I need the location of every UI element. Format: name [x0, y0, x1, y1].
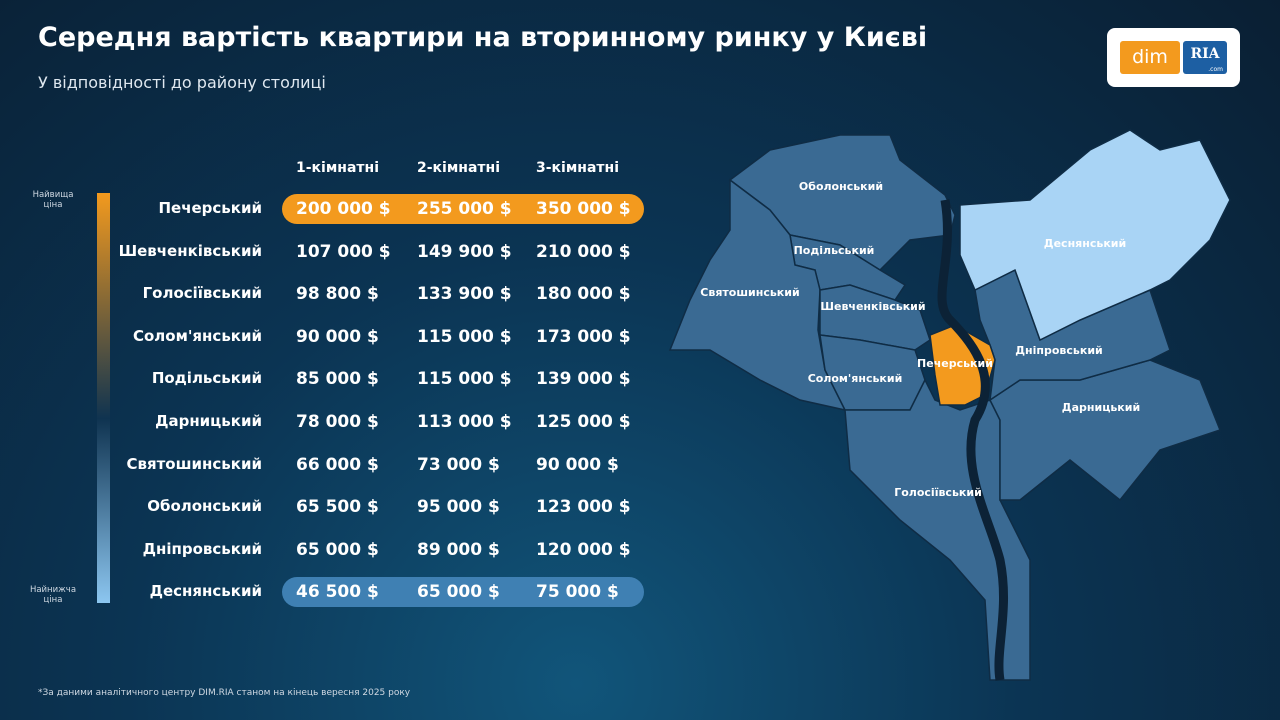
price-cell: 75 000 $ [536, 582, 619, 603]
price-cell: 65 000 $ [296, 539, 379, 560]
map-label: Святошинський [700, 286, 799, 299]
price-cell: 46 500 $ [296, 582, 379, 603]
column-header: 1-кімнатні [296, 160, 380, 176]
price-cell: 89 000 $ [417, 539, 500, 560]
map-label: Подільський [794, 244, 875, 257]
price-cell: 115 000 $ [417, 326, 512, 347]
district-name: Голосіївський [142, 284, 262, 303]
column-header: 3-кімнатні [536, 160, 620, 176]
logo-right: RIA .com [1183, 41, 1227, 74]
price-cell: 115 000 $ [417, 369, 512, 390]
footnote: *За даними аналітичного центру DIM.RIA с… [38, 688, 411, 698]
price-cell: 123 000 $ [536, 497, 631, 518]
district-name: Святошинський [126, 454, 262, 473]
district-name: Подільський [151, 369, 262, 388]
map-label: Шевченківський [820, 300, 925, 313]
price-cell: 180 000 $ [536, 284, 631, 305]
highlight-top [282, 194, 644, 224]
price-cell: 139 000 $ [536, 369, 631, 390]
district-name: Солом'янський [132, 326, 262, 345]
logo: dim RIA .com [1107, 28, 1240, 87]
price-cell: 125 000 $ [536, 412, 631, 432]
map-labels: Оболонський Подільський Святошинський Шевче… [700, 180, 1140, 499]
price-cell: 120 000 $ [536, 539, 631, 560]
price-cell: 133 900 $ [417, 284, 512, 305]
price-cell: 66 000 $ [296, 454, 379, 475]
price-cell: 73 000 $ [417, 454, 500, 475]
price-cell: 85 000 $ [296, 369, 379, 390]
districts [668, 129, 1231, 681]
logo-sub: .com [1208, 66, 1223, 73]
price-cell: 65 000 $ [417, 582, 500, 603]
map-label: Деснянський [1044, 237, 1126, 250]
price-cell: 255 000 $ [417, 199, 512, 219]
district-name: Дарницький [155, 412, 262, 430]
price-cell: 350 000 $ [536, 199, 631, 219]
river [937, 199, 1009, 681]
column-header: 2-кімнатні [417, 160, 501, 176]
district-name: Шевченківський [118, 241, 262, 260]
logo-left: dim [1120, 41, 1180, 74]
legend-bar [97, 193, 110, 603]
legend-low: Найнижча ціна [29, 585, 77, 605]
price-cell: 90 000 $ [296, 326, 379, 347]
price-cell: 149 900 $ [417, 241, 512, 262]
district-shape [844, 378, 1031, 681]
price-cell: 200 000 $ [296, 199, 391, 219]
district-name: Печерський [158, 199, 262, 217]
price-cell: 210 000 $ [536, 241, 631, 262]
map-label: Солом'янський [808, 372, 903, 385]
district-shape [959, 129, 1231, 342]
map-label: Голосіївський [894, 486, 982, 499]
price-cell: 95 000 $ [417, 497, 500, 518]
district-name: Оболонський [147, 497, 262, 516]
price-cell: 78 000 $ [296, 412, 379, 432]
map-label: Оболонський [799, 180, 883, 193]
price-cell: 173 000 $ [536, 326, 631, 347]
subtitle: У відповідності до району столиці [38, 73, 326, 92]
highlight-bottom [282, 577, 644, 607]
map-label: Дніпровський [1015, 344, 1103, 357]
logo-right-text: RIA [1190, 46, 1220, 62]
price-cell: 90 000 $ [536, 454, 619, 475]
district-shape [989, 359, 1221, 502]
price-cell: 107 000 $ [296, 241, 391, 262]
district-name: Дніпровський [142, 539, 262, 558]
price-cell: 113 000 $ [417, 412, 512, 432]
price-cell: 98 800 $ [296, 284, 379, 305]
legend-high: Найвища ціна [32, 190, 74, 210]
title: Середня вартість квартири на вторинному … [38, 22, 928, 53]
map-label: Печерський [917, 357, 993, 370]
price-cell: 65 500 $ [296, 497, 379, 518]
map-label: Дарницький [1062, 401, 1140, 414]
district-name: Деснянський [149, 582, 262, 601]
